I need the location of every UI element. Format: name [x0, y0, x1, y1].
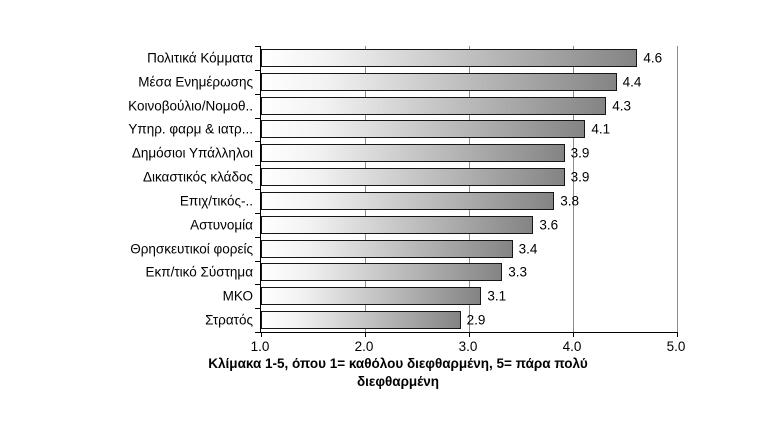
value-label: 3.1 [487, 288, 507, 304]
gridline [677, 46, 678, 332]
x-tickmark [677, 332, 678, 337]
bar-rows: Πολιτικά Κόμματα 4.6 Μέσα Ενημέρωσης 4.4… [128, 46, 677, 332]
category-label: Μέσα Ενημέρωσης [138, 74, 253, 90]
bar-row: Αστυνομία 3.6 [190, 213, 677, 237]
bar-row: Εκπ/τικό Σύστημα 3.3 [146, 260, 677, 284]
category-label: Δικαστικός κλάδος [142, 169, 253, 185]
y-tickmark [255, 69, 261, 71]
bar: 3.8 [261, 191, 579, 210]
caption-line-2: διεφθαρμένη [356, 374, 440, 389]
value-label: 4.1 [591, 121, 611, 137]
value-label: 3.9 [570, 145, 590, 161]
bar-row: Κοινοβούλιο/Νομοθ.. 4.3 [128, 94, 677, 118]
x-tickmark [365, 332, 366, 337]
y-tickmark [255, 189, 261, 190]
value-label: 2.9 [466, 312, 486, 328]
plot-area: Πολιτικά Κόμματα 4.6 Μέσα Ενημέρωσης 4.4… [128, 46, 678, 337]
x-tick-label: 2.0 [354, 339, 374, 354]
value-label: 3.8 [560, 193, 579, 209]
y-tickmark [255, 236, 261, 238]
y-tickmark [255, 284, 261, 286]
bar-row: Μέσα Ενημέρωσης 4.4 [138, 70, 677, 94]
bar-row: Δημόσιοι Υπάλληλοι 3.9 [132, 141, 677, 165]
value-label: 4.4 [622, 74, 642, 90]
bar-row: Στρατός 2.9 [205, 308, 677, 332]
x-tickmark [261, 332, 262, 337]
y-tickmark [255, 212, 261, 214]
category-label: Κοινοβούλιο/Νομοθ.. [128, 98, 253, 114]
bar-row: Υπηρ. φαρμ & ιατρ... 4.1 [128, 117, 677, 141]
gridline [573, 46, 574, 332]
bar-row: Επιχ/τικός-.. 3.8 [180, 189, 677, 213]
bar: 3.9 [261, 168, 589, 187]
bar: 3.9 [261, 144, 589, 163]
y-tickmark [255, 260, 261, 262]
axis-caption: Κλίμακα 1-5, όπου 1= καθόλου διεφθαρμένη… [125, 355, 671, 391]
bar-row: Δικαστικός κλάδος 3.9 [143, 165, 677, 189]
value-label: 3.6 [539, 217, 559, 233]
bar: 3.4 [261, 239, 537, 258]
value-label: 3.9 [570, 169, 590, 185]
y-tickmark [255, 93, 261, 95]
bar: 4.4 [261, 72, 641, 91]
x-axis-tick-labels: 1.0 2.0 3.0 4.0 5.0 [251, 339, 686, 355]
bar: 4.3 [261, 96, 631, 115]
y-tickmark [255, 117, 261, 119]
value-label: 3.4 [518, 241, 538, 257]
bar-row: Πολιτικά Κόμματα 4.6 [147, 46, 677, 70]
category-label: Υπηρ. φαρμ & ιατρ... [128, 121, 253, 137]
x-tick-label: 5.0 [666, 339, 686, 354]
bar: 4.1 [261, 120, 610, 139]
bar: 3.1 [261, 287, 506, 306]
y-tickmark [255, 165, 261, 167]
value-label: 4.6 [643, 50, 663, 66]
y-tickmark [255, 332, 261, 333]
x-tick-label: 1.0 [250, 339, 270, 354]
x-tick-label: 3.0 [458, 339, 478, 354]
category-label: Στρατός [205, 312, 253, 328]
category-label: Δημόσιοι Υπάλληλοι [131, 145, 253, 161]
x-tickmark [573, 332, 574, 337]
y-tickmark [255, 308, 261, 310]
category-label: Εκπ/τικό Σύστημα [145, 264, 253, 280]
x-tick-label: 4.0 [562, 339, 582, 354]
value-label: 4.3 [612, 98, 631, 114]
category-label: Πολιτικά Κόμματα [147, 50, 253, 66]
gridline [365, 46, 366, 332]
bar-row: Θρησκευτικοί φορείς 3.4 [130, 237, 677, 261]
category-label: Θρησκευτικοί φορείς [130, 241, 253, 257]
bar-row: ΜΚΟ 3.1 [223, 284, 677, 308]
bar: 3.6 [261, 215, 558, 234]
x-tickmark [469, 332, 470, 337]
y-tickmark [255, 141, 261, 143]
bar: 4.6 [261, 48, 662, 67]
y-tickmark [255, 46, 261, 47]
value-label: 3.3 [508, 264, 527, 280]
category-label: Αστυνομία [190, 217, 253, 233]
gridline [469, 46, 470, 332]
category-label: ΜΚΟ [222, 288, 253, 304]
bar: 3.3 [261, 263, 527, 282]
bar: 2.9 [261, 311, 485, 330]
category-label: Επιχ/τικός-.. [179, 193, 253, 209]
caption-line-1: Κλίμακα 1-5, όπου 1= καθόλου διεφθαρμένη… [208, 356, 588, 371]
